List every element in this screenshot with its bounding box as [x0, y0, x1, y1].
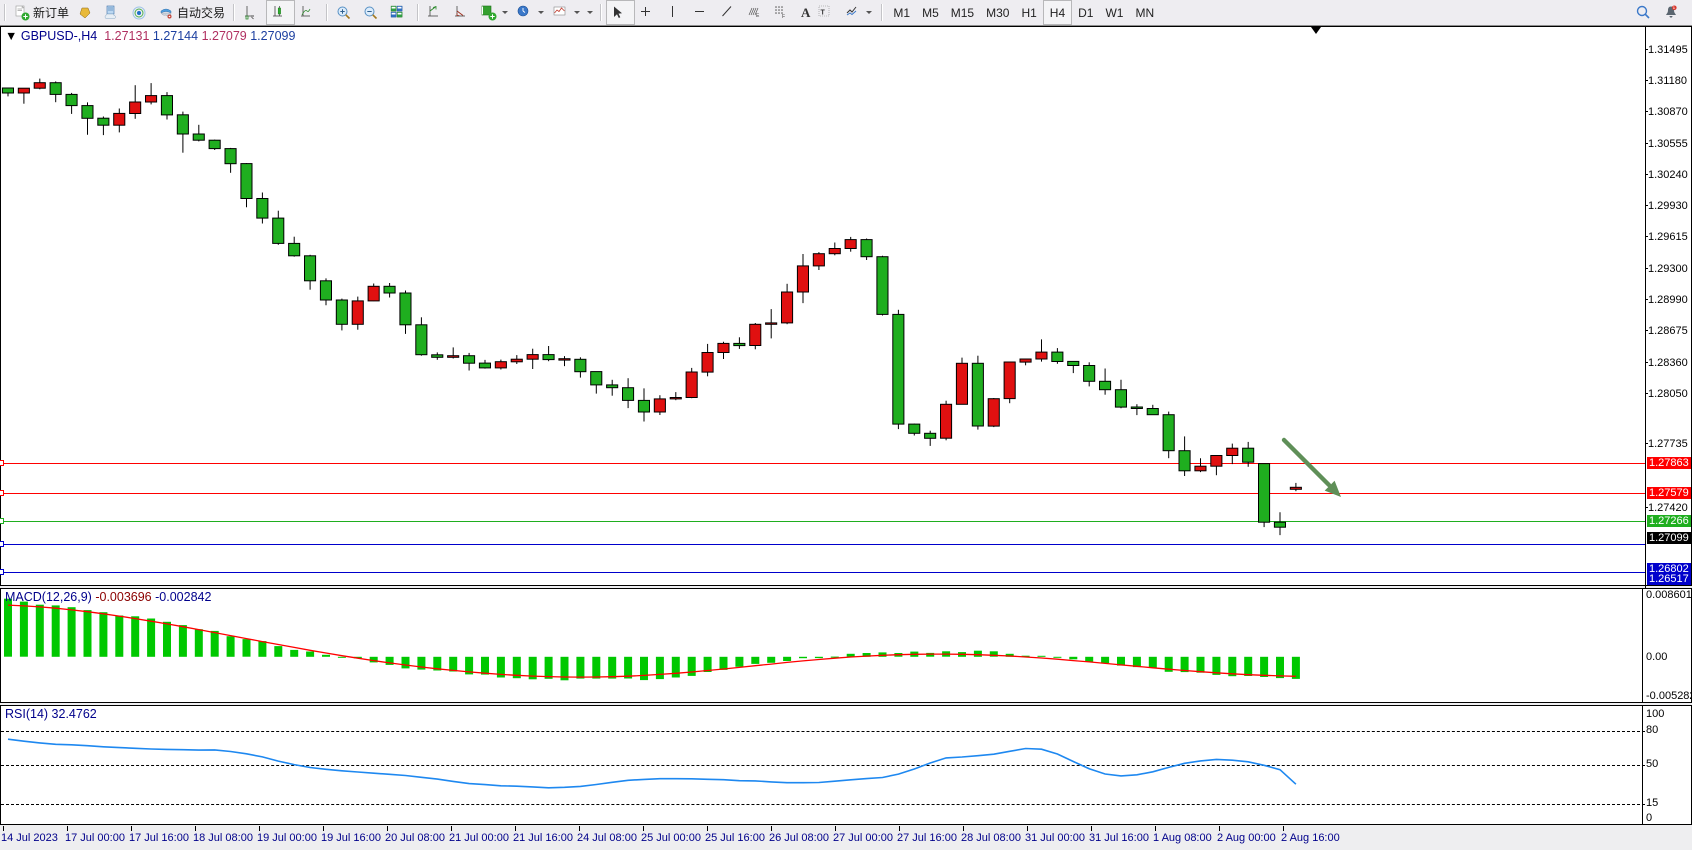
svg-text:1: 1 [1673, 5, 1675, 9]
svg-text:E: E [756, 13, 760, 19]
svg-text:F: F [782, 14, 785, 20]
svg-text:T: T [821, 9, 826, 16]
